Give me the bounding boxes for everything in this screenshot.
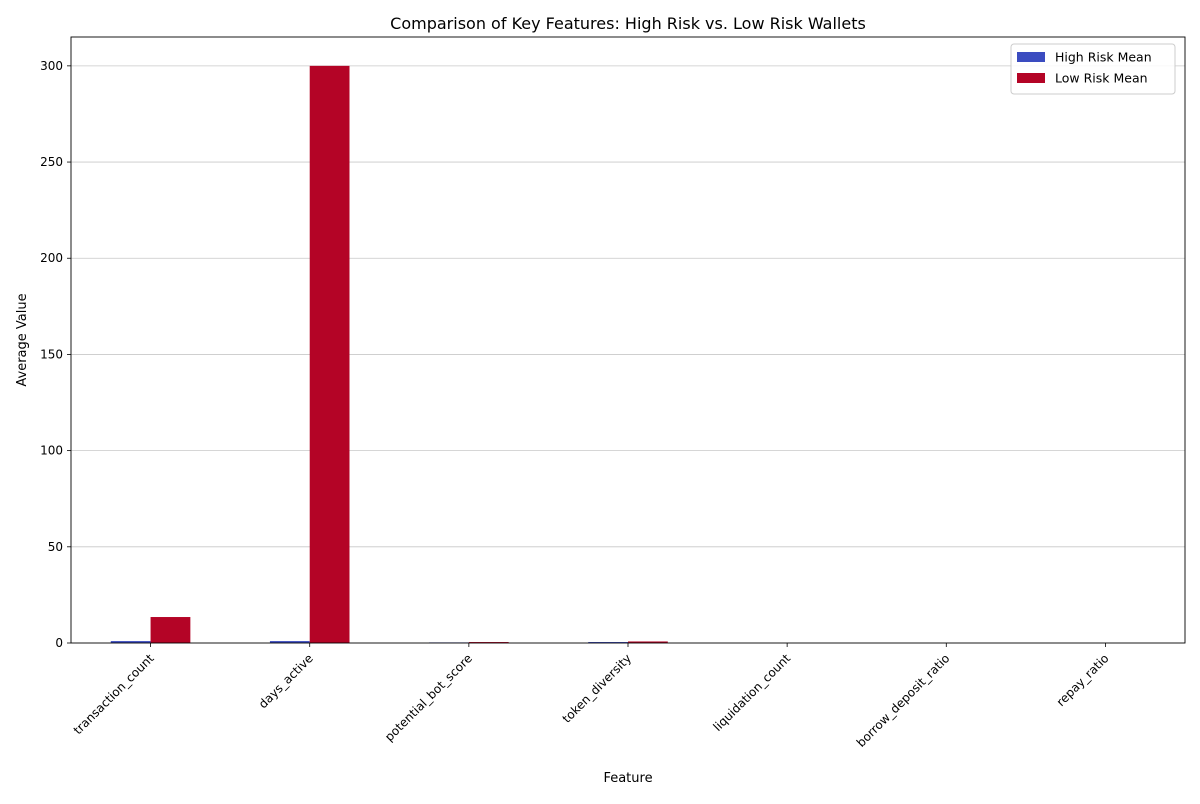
y-axis-label: Average Value <box>15 293 30 386</box>
y-tick-label: 150 <box>40 347 63 361</box>
bar-high-risk-token-diversity <box>588 642 628 643</box>
axes: 0 50 100 150 200 250 300 transaction_count days_… <box>40 36 1186 750</box>
x-tick-label: borrow_deposit_ratio <box>854 651 953 750</box>
chart-title: Comparison of Key Features: High Risk vs… <box>390 14 866 33</box>
legend-swatch-low-risk <box>1017 73 1045 83</box>
y-tick-label: 200 <box>40 251 63 265</box>
legend-box <box>1010 43 1176 95</box>
x-axis-label: Feature <box>603 771 652 786</box>
bar-low-risk-days-active <box>309 65 350 644</box>
gridlines <box>71 65 1185 548</box>
bar-low-risk-token-diversity <box>628 641 668 643</box>
bars <box>110 65 668 644</box>
bar-high-risk-days-active <box>269 641 310 643</box>
x-tick-label: days_active <box>256 651 316 711</box>
legend-label-high-risk: High Risk Mean <box>1055 50 1152 65</box>
x-tick-label: repay_ratio <box>1054 651 1112 709</box>
bar-low-risk-transaction-count <box>150 617 191 643</box>
x-tick-label: transaction_count <box>71 651 157 737</box>
y-tick-label: 100 <box>40 444 63 458</box>
x-tick-label: potential_bot_score <box>382 651 475 744</box>
y-tick-label: 300 <box>40 59 63 73</box>
y-tick-label: 50 <box>48 540 63 554</box>
x-tick-label: liquidation_count <box>710 651 793 734</box>
bar-high-risk-transaction-count <box>110 641 151 643</box>
legend: High Risk Mean Low Risk Mean <box>1010 43 1176 95</box>
x-tick-label: token_diversity <box>560 651 634 725</box>
legend-label-low-risk: Low Risk Mean <box>1055 71 1148 86</box>
y-tick-label: 0 <box>55 636 63 650</box>
plot-frame <box>70 36 1186 644</box>
y-tick-label: 250 <box>40 155 63 169</box>
legend-swatch-high-risk <box>1017 52 1045 62</box>
bar-low-risk-potential-bot-score <box>468 642 509 643</box>
